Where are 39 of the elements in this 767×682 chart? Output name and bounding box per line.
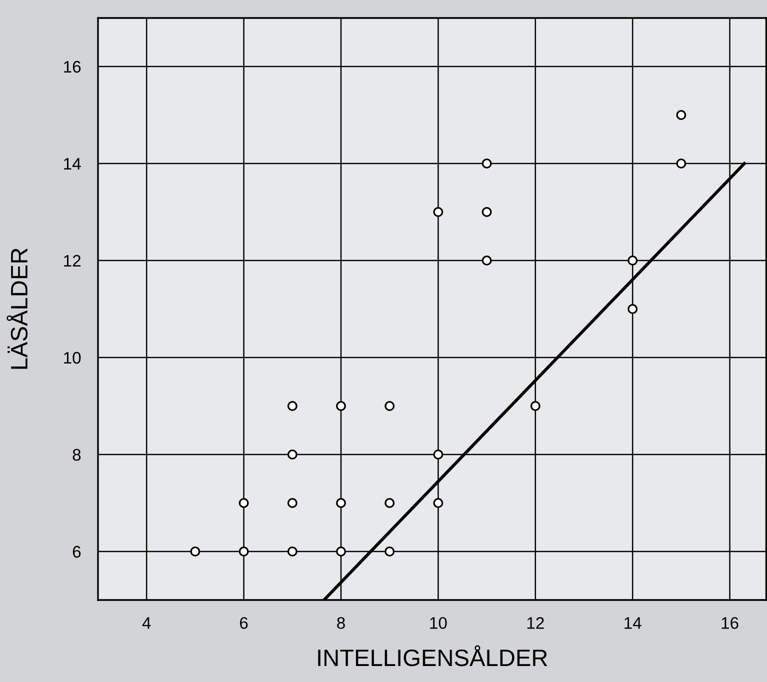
y-tick-label: 10	[64, 352, 81, 364]
point	[287, 498, 298, 508]
point	[628, 304, 638, 314]
point	[433, 450, 444, 460]
point	[482, 207, 492, 217]
point	[384, 498, 395, 508]
point	[287, 450, 298, 460]
y-tick-label: 8	[72, 448, 81, 461]
point	[482, 256, 492, 266]
x-tick-label: 16	[722, 617, 738, 629]
point	[238, 498, 249, 508]
point	[336, 498, 346, 508]
x-tick-label: 4	[142, 617, 151, 629]
point	[482, 158, 492, 168]
x-tick-label: 8	[337, 617, 345, 629]
point	[190, 546, 200, 556]
x-tick-label: 10	[430, 617, 447, 629]
point	[238, 546, 249, 556]
point	[287, 401, 298, 411]
point	[384, 401, 395, 411]
x-axis-title: INTELLIGENSÅLDER	[318, 645, 548, 666]
x-tick-label: 14	[624, 617, 642, 629]
x-tick-label: 12	[527, 617, 544, 629]
point	[433, 207, 444, 217]
y-tick-label: 6	[72, 546, 81, 558]
point	[676, 110, 686, 120]
point	[676, 158, 686, 168]
point	[336, 401, 346, 411]
y-tick-label: 14	[64, 158, 81, 170]
point	[530, 401, 540, 411]
y-tick-label: 16	[64, 60, 81, 73]
x-tick-label: 6	[240, 617, 248, 629]
point	[384, 546, 395, 556]
point	[287, 546, 298, 556]
point	[336, 546, 346, 556]
point	[433, 498, 444, 508]
y-axis-title: LÄSÅLDER	[6, 248, 28, 369]
y-tick-label: 12	[64, 254, 80, 267]
point	[628, 256, 638, 266]
